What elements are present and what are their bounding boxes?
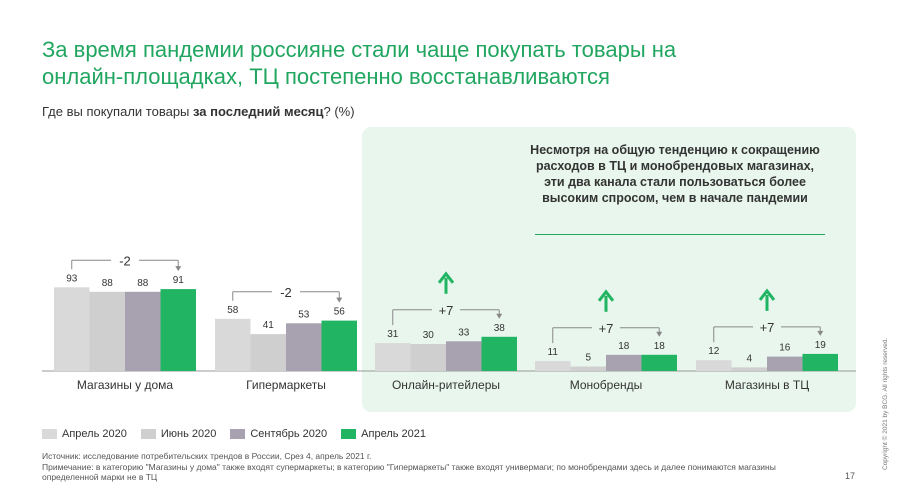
bar-value-label: 4 <box>746 353 752 364</box>
bar-value-label: 12 <box>708 346 720 357</box>
bar-value-label: 19 <box>815 340 827 351</box>
callout-divider <box>535 234 825 235</box>
bar <box>767 356 803 371</box>
remark-note: Примечание: в категорию "Магазины у дома… <box>42 461 776 483</box>
legend-item-jun-2020: Июнь 2020 <box>140 428 217 440</box>
change-label: +7 <box>760 320 775 335</box>
bar <box>321 320 357 371</box>
chart-legend: Апрель 2020 Июнь 2020 Сентябрь 2020 Апре… <box>42 427 440 441</box>
bar-value-label: 18 <box>654 341 666 352</box>
bar <box>125 291 161 371</box>
category-label: Магазины у дома <box>77 378 174 392</box>
bar-value-label: 88 <box>137 278 149 289</box>
bar-value-label: 41 <box>263 320 275 331</box>
source-note: Источник: исследование потребительских т… <box>42 451 372 461</box>
bar <box>250 334 286 371</box>
change-label: -2 <box>280 285 292 300</box>
bar-value-label: 38 <box>494 323 506 334</box>
bar-value-label: 56 <box>334 307 346 318</box>
legend-swatch <box>341 429 357 439</box>
bar <box>802 353 838 371</box>
legend-item-apr-2020: Апрель 2020 <box>42 428 127 440</box>
bar <box>570 366 606 371</box>
bar-value-label: 31 <box>387 329 399 340</box>
subtitle-bold: за последний месяц <box>193 104 324 119</box>
change-label-bg <box>753 318 781 335</box>
bar <box>731 367 767 371</box>
category-label: Магазины в ТЦ <box>725 378 809 392</box>
chart-question: Где вы покупали товары за последний меся… <box>42 104 355 119</box>
legend-label: Сентябрь 2020 <box>250 428 328 440</box>
legend-item-sep-2020: Сентябрь 2020 <box>230 428 327 440</box>
legend-label: Июнь 2020 <box>160 428 217 440</box>
legend-swatch <box>140 429 156 439</box>
bar <box>215 318 251 371</box>
bar-value-label: 11 <box>548 347 559 358</box>
subtitle-suffix: ? (%) <box>323 104 355 119</box>
page-title: За время пандемии россияне стали чаще по… <box>42 37 677 89</box>
change-label-bg <box>592 319 620 336</box>
bar <box>606 354 642 371</box>
change-label-bg <box>111 252 139 269</box>
change-arrowhead <box>817 330 824 336</box>
up-arrow-icon <box>597 289 615 302</box>
bar <box>481 336 517 371</box>
bar <box>641 354 677 371</box>
change-arrowhead <box>656 331 663 337</box>
bar <box>89 291 125 371</box>
bar <box>375 343 411 371</box>
bar-value-label: 5 <box>585 353 591 364</box>
change-arrowhead <box>496 313 503 319</box>
bar-chart: 93 88 88 91 Магазины у дома -2 58 41 53 56 Гиперма… <box>42 252 856 392</box>
bar-value-label: 53 <box>298 309 310 320</box>
bar <box>160 289 196 371</box>
change-arrowhead <box>175 266 182 272</box>
change-label-bg <box>272 283 300 300</box>
bar-value-label: 88 <box>102 278 114 289</box>
bar <box>286 323 322 371</box>
change-label: +7 <box>439 303 454 318</box>
change-label: +7 <box>599 321 614 336</box>
bar <box>696 360 732 371</box>
subtitle-prefix: Где вы покупали товары <box>42 104 194 119</box>
legend-label: Апрель 2020 <box>62 428 127 440</box>
bar-value-label: 30 <box>423 330 435 341</box>
bar <box>410 344 446 371</box>
category-label: Монобренды <box>570 378 643 392</box>
category-label: Гипермаркеты <box>246 378 326 392</box>
callout-text: Несмотря на общую тенденцию к сокращению… <box>530 143 820 205</box>
legend-swatch <box>42 429 57 439</box>
copyright-note: Copyright © 2021 by BCG. All rights rese… <box>882 337 889 470</box>
bar-value-label: 18 <box>618 341 630 352</box>
bar-value-label: 93 <box>66 273 78 284</box>
change-label-bg <box>432 301 460 318</box>
footnotes: Источник: исследование потребительских т… <box>42 451 832 483</box>
page-number: 17 <box>845 471 856 481</box>
bar <box>446 341 482 371</box>
up-arrow-icon <box>758 288 776 301</box>
category-label: Онлайн-ритейлеры <box>392 378 500 392</box>
bar <box>535 361 571 371</box>
legend-swatch <box>230 429 246 439</box>
legend-item-apr-2021: Апрель 2021 <box>341 428 426 440</box>
change-label: -2 <box>119 253 131 268</box>
bar-value-label: 91 <box>173 275 185 286</box>
bar <box>54 287 90 371</box>
change-arrowhead <box>336 297 343 303</box>
bar-value-label: 16 <box>779 343 791 354</box>
bar-value-label: 33 <box>458 327 470 338</box>
legend-label: Апрель 2021 <box>361 428 426 440</box>
up-arrow-icon <box>437 271 455 284</box>
bar-value-label: 58 <box>227 305 239 316</box>
